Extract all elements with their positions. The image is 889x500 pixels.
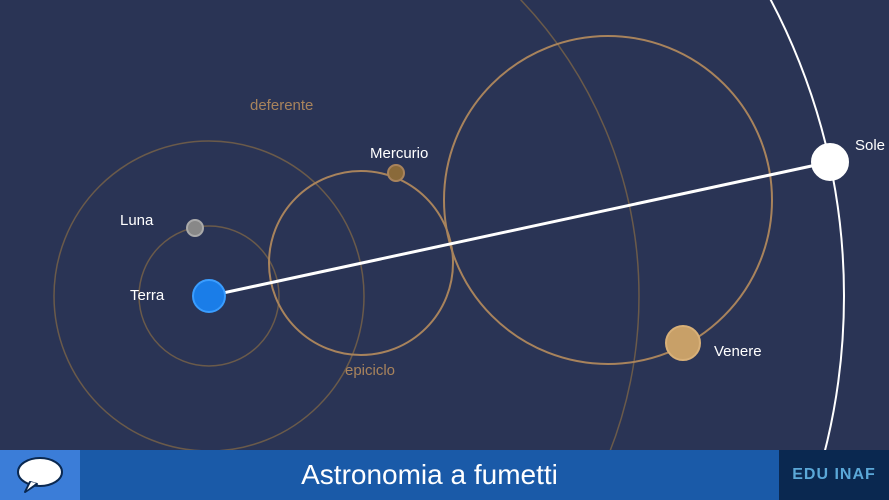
sole-body xyxy=(812,144,848,180)
terra-label: Terra xyxy=(130,287,165,304)
diagram-svg: Terra Luna Mercurio Venere Sole deferent… xyxy=(0,0,889,500)
luna-label: Luna xyxy=(120,212,154,229)
footer-logo: EDU INAF xyxy=(779,450,889,500)
terra-body xyxy=(193,280,225,312)
luna-body xyxy=(187,220,203,236)
geocentric-diagram: Terra Luna Mercurio Venere Sole deferent… xyxy=(0,0,889,500)
sole-label: Sole xyxy=(855,137,885,154)
speech-bubble-section xyxy=(0,450,80,500)
mercurio-label: Mercurio xyxy=(370,145,428,162)
mercurio-body xyxy=(388,165,404,181)
footer-bar: Astronomia a fumetti EDU INAF xyxy=(0,450,889,500)
background xyxy=(0,0,889,500)
venere-label: Venere xyxy=(714,343,762,360)
epiciclo-label: epiciclo xyxy=(345,362,395,379)
footer-title: Astronomia a fumetti xyxy=(80,450,779,500)
venere-body xyxy=(666,326,700,360)
deferente-label: deferente xyxy=(250,97,313,114)
speech-bubble-icon xyxy=(15,456,65,494)
